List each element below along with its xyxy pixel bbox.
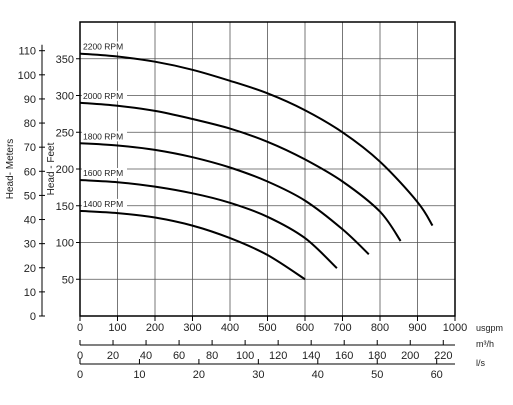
y-axis-title-meters: Head- Meters	[5, 139, 16, 200]
y-tick-label-meters: 90	[24, 94, 36, 106]
curve-label-bg	[82, 168, 127, 179]
curve-label-bg	[82, 131, 127, 142]
x-tick-label-usgpm: 900	[408, 322, 426, 334]
x-tick-label-usgpm: 200	[146, 322, 164, 334]
curve-1800-rpm	[79, 142, 370, 256]
x-tick-label-m3h: 220	[434, 350, 452, 362]
y-tick-label-feet: 150	[56, 201, 74, 213]
axis-layer: 0 100 200 300 400 500 600 700 800 900 1000 usgpm501…	[5, 44, 503, 381]
y-axis-title-feet: Head - Feet	[46, 142, 57, 195]
x-tick-label-m3h: 60	[173, 350, 185, 362]
curve-1400-rpm	[79, 209, 306, 281]
x-tick-label-m3h: 180	[368, 350, 386, 362]
x-tick-label-m3h: 40	[140, 350, 152, 362]
x-tick-label-m3h: 80	[206, 350, 218, 362]
curve-2000-rpm	[79, 101, 402, 242]
y-tick-label-feet: 200	[56, 164, 74, 176]
curve-label-bg	[82, 41, 127, 52]
x-tick-label-usgpm: 300	[183, 322, 201, 334]
y-tick-label-feet: 100	[56, 238, 74, 250]
x-tick-label-m3h: 200	[401, 350, 419, 362]
x-tick-label-usgpm: 800	[371, 322, 389, 334]
x-unit-usgpm: usgpm	[476, 323, 503, 333]
curve-label-1400-rpm: 1400 RPM	[83, 199, 123, 209]
curve-1600-rpm	[79, 179, 338, 269]
y-tick-label-meters: 80	[24, 118, 36, 130]
x-tick-label-ls: 0	[77, 369, 83, 381]
curve-label-bg	[82, 90, 127, 101]
curve-label-1600-rpm: 1600 RPM	[83, 168, 123, 178]
x-tick-label-m3h: 120	[269, 350, 287, 362]
x-tick-label-m3h: 20	[107, 350, 119, 362]
x-tick-label-usgpm: 100	[108, 322, 126, 334]
curve-label-bg	[82, 198, 127, 209]
x-unit-ls: l/s	[476, 358, 486, 368]
y-tick-label-meters: 10	[24, 287, 36, 299]
y-tick-label-feet: 250	[56, 127, 74, 139]
x-tick-label-ls: 40	[312, 369, 324, 381]
x-tick-label-usgpm: 500	[258, 322, 276, 334]
x-tick-label-m3h: 100	[236, 350, 254, 362]
series-layer	[79, 52, 434, 281]
x-tick-label-ls: 20	[193, 369, 205, 381]
x-tick-label-ls: 10	[133, 369, 145, 381]
grid-layer	[80, 22, 455, 316]
x-tick-label-usgpm: 600	[296, 322, 314, 334]
curve-label-1800-rpm: 1800 RPM	[83, 131, 123, 141]
x-tick-label-usgpm: 400	[221, 322, 239, 334]
y-tick-label-meters: 60	[24, 166, 36, 178]
y-tick-label-feet: 50	[62, 274, 74, 286]
curve-label-2200-rpm: 2200 RPM	[83, 42, 123, 52]
label-layer: 2200 RPM 2000 RPM 1800 RPM 1600 RPM 1400 RPM	[82, 41, 127, 209]
y-tick-label-meters: 100	[18, 70, 36, 82]
x-tick-label-ls: 30	[252, 369, 264, 381]
x-tick-label-ls: 50	[371, 369, 383, 381]
x-tick-label-ls: 60	[431, 369, 443, 381]
y-tick-label-meters: 20	[24, 263, 36, 275]
curve-2200-rpm	[79, 52, 434, 227]
x-tick-label-m3h: 140	[302, 350, 320, 362]
y-tick-label-meters: 30	[24, 239, 36, 251]
x-tick-label-m3h: 0	[77, 350, 83, 362]
x-tick-label-usgpm: 700	[333, 322, 351, 334]
x-tick-label-usgpm: 1000	[443, 322, 467, 334]
x-tick-label-m3h: 160	[335, 350, 353, 362]
y-tick-label-feet: 300	[56, 91, 74, 103]
y-tick-label-meters: 0	[30, 311, 36, 323]
y-tick-label-meters: 40	[24, 215, 36, 227]
curve-label-2000-rpm: 2000 RPM	[83, 91, 123, 101]
plot-frame	[79, 21, 456, 317]
y-tick-label-meters: 70	[24, 142, 36, 154]
y-tick-label-meters: 50	[24, 190, 36, 202]
x-tick-label-usgpm: 0	[77, 322, 83, 334]
y-tick-label-meters: 110	[18, 46, 36, 58]
y-tick-label-feet: 350	[56, 54, 74, 66]
x-unit-m3h: m³/h	[476, 339, 494, 349]
